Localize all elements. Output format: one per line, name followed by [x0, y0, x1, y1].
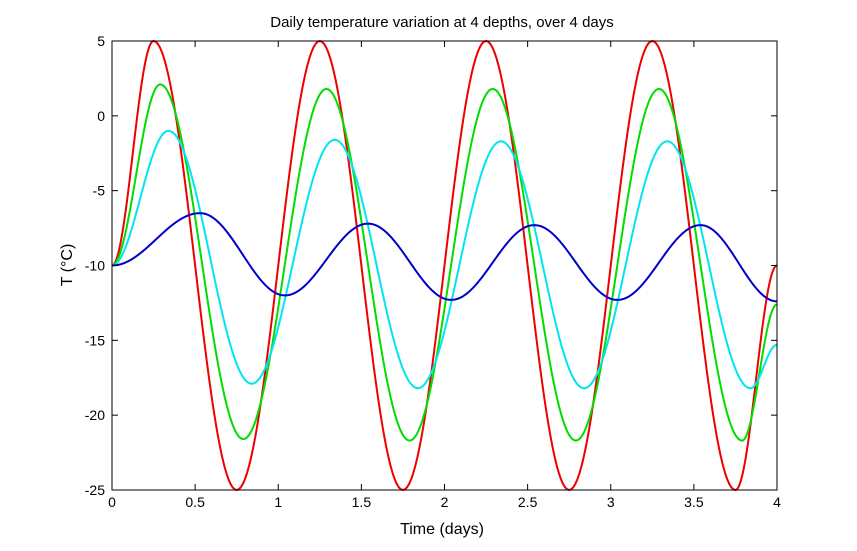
y-tick-label: 5 [97, 33, 105, 49]
x-tick-label: 3.5 [684, 494, 704, 510]
plot-frame [111, 40, 778, 491]
y-tick-label: -25 [85, 482, 105, 498]
x-tick-label: 3 [607, 494, 615, 510]
series-line-1 [111, 40, 778, 491]
series-line-3 [111, 129, 778, 390]
y-tick-label: 0 [97, 108, 105, 124]
y-tick-label: -20 [85, 407, 105, 423]
x-tick-label: 0.5 [185, 494, 205, 510]
tick-layer: 0 0.5 1 1.5 2 2.5 3 3.5 4 -25 -20 -15 -10 -5 0 5 [85, 33, 781, 510]
x-tick-label: 0 [108, 494, 116, 510]
x-tick-label: 2.5 [518, 494, 538, 510]
series-layer [111, 40, 778, 491]
x-tick-label: 4 [773, 494, 781, 510]
series-line-2 [111, 83, 778, 442]
x-tick-label: 2 [441, 494, 449, 510]
y-tick-label: -10 [85, 258, 105, 274]
y-tick-label: -5 [93, 183, 106, 199]
x-tick-label: 1 [274, 494, 282, 510]
x-axis-label: Time (days) [400, 521, 484, 538]
y-axis-label: T (°C) [59, 244, 76, 287]
chart-title: Daily temperature variation at 4 depths,… [270, 14, 614, 31]
series-line-4 [111, 212, 778, 303]
y-tick-label: -15 [85, 332, 105, 348]
x-tick-label: 1.5 [352, 494, 372, 510]
